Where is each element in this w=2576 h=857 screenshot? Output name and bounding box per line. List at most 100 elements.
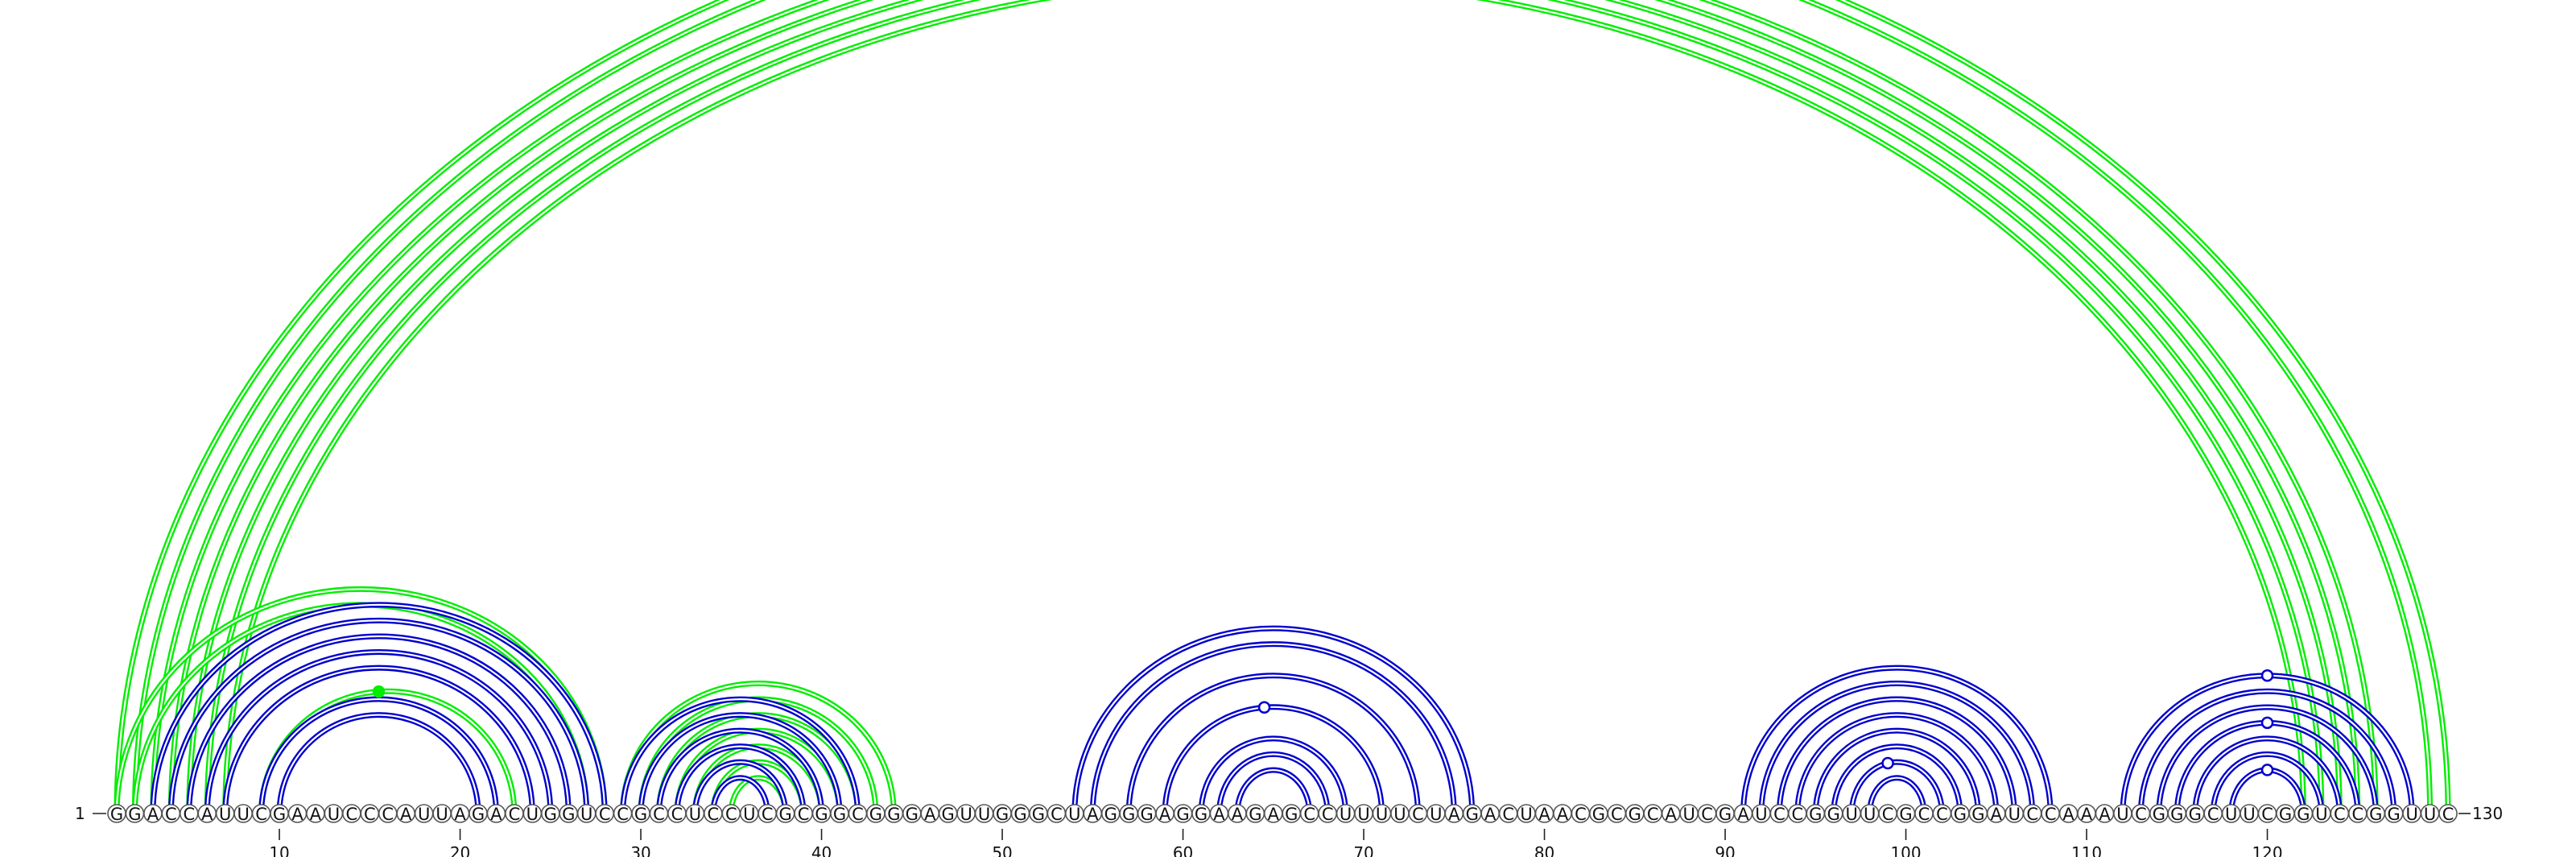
blue-arc-gap bbox=[278, 714, 480, 814]
blue-arc-gap bbox=[1073, 627, 1473, 814]
blue-arc-gap bbox=[1778, 698, 2016, 814]
nucleotide-letter: A bbox=[2062, 805, 2074, 824]
nucleotide-letter: G bbox=[1032, 805, 1045, 824]
nucleotide-letter: U bbox=[418, 805, 430, 824]
nucleotide-letter: C bbox=[165, 805, 177, 824]
nucleotide-letter: G bbox=[110, 805, 123, 824]
nucleotide-letter: C bbox=[2442, 805, 2454, 824]
tick-label: 70 bbox=[1353, 843, 1373, 857]
nucleotide-letter: U bbox=[2315, 805, 2327, 824]
green-arc-gap bbox=[170, 0, 2359, 814]
nucleotide-letter: G bbox=[1249, 805, 1261, 824]
nucleotide-letter: G bbox=[273, 805, 286, 824]
blue-arc bbox=[1125, 673, 1421, 814]
nucleotide-letter: G bbox=[1104, 805, 1117, 824]
nucleotide-letter: C bbox=[2135, 805, 2147, 824]
blue-arc bbox=[1867, 775, 1927, 814]
blue-arc-gap bbox=[170, 619, 588, 814]
nucleotide-letter: C bbox=[1502, 805, 1514, 824]
nucleotide-letter: G bbox=[544, 805, 557, 824]
blue-arc-gap bbox=[2140, 690, 2395, 814]
nucleotide-letter: C bbox=[2045, 805, 2057, 824]
nucleotide-letter: G bbox=[2297, 805, 2310, 824]
blue-arc-gap bbox=[1868, 776, 1926, 814]
green-arc-gap bbox=[189, 0, 2340, 814]
nucleotide-letter: G bbox=[1592, 805, 1605, 824]
nucleotide-letter: U bbox=[436, 805, 448, 824]
nucleotide-letter: U bbox=[1846, 805, 1858, 824]
nucleotide-letter: C bbox=[2207, 805, 2219, 824]
nucleotide-letter: U bbox=[1520, 805, 1532, 824]
nucleotide-letter: G bbox=[1954, 805, 1967, 824]
blue-arc-gap bbox=[1832, 745, 1961, 814]
blue-arc bbox=[1740, 664, 2054, 814]
nucleotide-letter: A bbox=[1666, 805, 1678, 824]
nucleotide-letter: G bbox=[833, 805, 846, 824]
nucleotide-letter: C bbox=[1611, 805, 1623, 824]
tick-label: 20 bbox=[450, 843, 470, 857]
nucleotide-letter: A bbox=[1557, 805, 1569, 824]
nucleotide-letter: A bbox=[1484, 805, 1496, 824]
nucleotide-letter: G bbox=[2170, 805, 2183, 824]
blue-arc-gap bbox=[639, 714, 841, 814]
tick-label: 10 bbox=[269, 843, 289, 857]
nucleotide-letter: U bbox=[960, 805, 972, 824]
nucleotide-letter: C bbox=[671, 805, 683, 824]
nucleotide-letter: A bbox=[1213, 805, 1225, 824]
blue-arc-gap bbox=[1092, 643, 1455, 814]
nucleotide-letter: C bbox=[1773, 805, 1785, 824]
nucleotide-letter: U bbox=[689, 805, 701, 824]
nucleotide-letter: G bbox=[942, 805, 955, 824]
nucleotide-letter: G bbox=[887, 805, 900, 824]
blue-arc-gap bbox=[1218, 753, 1329, 814]
green-arc bbox=[131, 0, 2434, 814]
green-arc-gap bbox=[206, 0, 2322, 814]
tick-label: 50 bbox=[992, 843, 1012, 857]
nucleotide-letter: G bbox=[815, 805, 828, 824]
blue-arc-gap bbox=[1851, 761, 1943, 814]
nucleotide-letter: G bbox=[869, 805, 882, 824]
nucleotide-letter: C bbox=[725, 805, 737, 824]
nucleotide-letter: A bbox=[2081, 805, 2093, 824]
tick-label: 60 bbox=[1173, 843, 1193, 857]
nucleotide-letter: C bbox=[762, 805, 774, 824]
nucleotide-letter: U bbox=[1430, 805, 1442, 824]
nucleotide-letter: U bbox=[1393, 805, 1406, 824]
nucleotide-letter: G bbox=[1809, 805, 1822, 824]
nucleotide-letter: U bbox=[2405, 805, 2417, 824]
nucleotide-letter: A bbox=[924, 805, 936, 824]
blue-arc-gap bbox=[224, 666, 534, 814]
nucleotide-letter: U bbox=[2243, 805, 2255, 824]
nucleotide-letter: U bbox=[328, 805, 340, 824]
nucleotide-letter: C bbox=[1918, 805, 1930, 824]
nucleotide-letter: U bbox=[1340, 805, 1352, 824]
blue-arc bbox=[1812, 727, 1981, 814]
pair-marker bbox=[2260, 669, 2274, 682]
nucleotide-letter: G bbox=[1122, 805, 1135, 824]
nucleotide-letter: C bbox=[599, 805, 611, 824]
nucleotide-letter: U bbox=[1376, 805, 1388, 824]
pair-marker bbox=[2260, 764, 2274, 776]
nucleotide-letter: G bbox=[779, 805, 792, 824]
nucleotide-letter: G bbox=[1827, 805, 1840, 824]
nucleotide-letter: C bbox=[364, 805, 376, 824]
nucleotide-letter: U bbox=[1755, 805, 1767, 824]
nucleotide-letter: G bbox=[2388, 805, 2401, 824]
blue-arc-gap bbox=[1128, 674, 1419, 814]
blue-arc-gap bbox=[694, 761, 786, 814]
ticks-layer: 10 20 30 40 50 60 70 80 90 100 110 120 bbox=[269, 829, 2283, 857]
blue-arc-gap bbox=[658, 730, 823, 814]
blue-arc-gap bbox=[1796, 714, 1997, 814]
green-arc-gap bbox=[134, 0, 2431, 814]
nucleotide-letter: G bbox=[1285, 805, 1298, 824]
nucleotide-letter: A bbox=[454, 805, 466, 824]
nucleotide-letter: C bbox=[852, 805, 864, 824]
nucleotide-letter: U bbox=[1682, 805, 1695, 824]
pair-marker bbox=[372, 685, 386, 698]
nucleotide-letter: G bbox=[1195, 805, 1208, 824]
nucleotide-letter: U bbox=[1357, 805, 1369, 824]
blue-arc bbox=[276, 712, 481, 814]
nucleotide-letter: C bbox=[1303, 805, 1315, 824]
nucleotide-letter: C bbox=[1647, 805, 1659, 824]
nucleotide-letter: U bbox=[1864, 805, 1876, 824]
